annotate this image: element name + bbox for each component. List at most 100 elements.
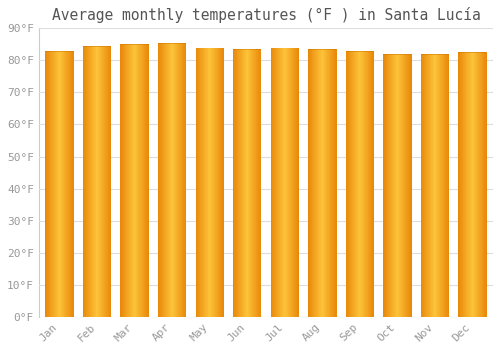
Bar	[478, 52, 480, 317]
Bar	[428, 54, 430, 317]
Bar	[62, 51, 63, 317]
Bar	[241, 49, 242, 317]
Bar	[49, 51, 50, 317]
Bar	[388, 54, 389, 317]
Bar	[246, 49, 248, 317]
Bar	[120, 44, 148, 45]
Bar	[56, 51, 57, 317]
Bar	[401, 54, 402, 317]
Bar	[308, 49, 336, 50]
Bar	[176, 43, 177, 317]
Bar	[435, 54, 436, 317]
Bar	[272, 48, 273, 317]
Bar	[371, 51, 372, 317]
Bar	[292, 48, 294, 317]
Bar	[335, 49, 336, 317]
Bar	[383, 54, 384, 317]
Bar	[158, 43, 160, 317]
Bar	[323, 49, 324, 317]
Bar	[101, 46, 102, 317]
Bar	[330, 49, 331, 317]
Bar	[201, 48, 202, 317]
Bar	[142, 44, 143, 317]
Bar	[50, 51, 51, 317]
Bar	[199, 48, 200, 317]
Bar	[141, 44, 142, 317]
Bar	[214, 48, 216, 317]
Bar	[256, 49, 257, 317]
Bar	[373, 51, 374, 317]
Bar	[250, 49, 251, 317]
Bar	[384, 54, 386, 317]
Bar	[248, 49, 250, 317]
Bar	[364, 51, 366, 317]
Bar	[320, 49, 321, 317]
Bar	[360, 51, 362, 317]
Bar	[474, 52, 476, 317]
Bar	[140, 44, 141, 317]
Bar	[426, 54, 428, 317]
Bar	[242, 49, 243, 317]
Bar	[361, 51, 362, 317]
Bar	[220, 48, 221, 317]
Bar	[284, 48, 285, 317]
Bar	[462, 52, 464, 317]
Bar	[470, 52, 471, 317]
Bar	[404, 54, 406, 317]
Bar	[286, 48, 287, 317]
Bar	[61, 51, 62, 317]
Bar	[233, 49, 234, 317]
Bar	[46, 51, 74, 52]
Bar	[83, 46, 84, 317]
Bar	[95, 46, 96, 317]
Bar	[276, 48, 277, 317]
Bar	[131, 44, 132, 317]
Bar	[272, 48, 274, 317]
Bar	[126, 44, 127, 317]
Bar	[403, 54, 404, 317]
Bar	[476, 52, 478, 317]
Bar	[384, 54, 385, 317]
Bar	[98, 46, 100, 317]
Bar	[348, 51, 350, 317]
Bar	[147, 44, 148, 317]
Bar	[138, 44, 139, 317]
Bar	[235, 49, 236, 317]
Bar	[67, 51, 68, 317]
Bar	[66, 51, 68, 317]
Bar	[313, 49, 314, 317]
Bar	[102, 46, 104, 317]
Bar	[310, 49, 311, 317]
Bar	[324, 49, 325, 317]
Bar	[204, 48, 205, 317]
Bar	[364, 51, 365, 317]
Bar	[146, 44, 148, 317]
Bar	[315, 49, 316, 317]
Bar	[282, 48, 283, 317]
Bar	[356, 51, 357, 317]
Bar	[402, 54, 403, 317]
Bar	[130, 44, 131, 317]
Bar	[461, 52, 462, 317]
Bar	[330, 49, 332, 317]
Bar	[281, 48, 282, 317]
Bar	[410, 54, 412, 317]
Bar	[164, 43, 165, 317]
Bar	[368, 51, 369, 317]
Bar	[207, 48, 208, 317]
Bar	[259, 49, 260, 317]
Bar	[223, 48, 224, 317]
Bar	[347, 51, 348, 317]
Bar	[208, 48, 209, 317]
Bar	[260, 49, 262, 317]
Bar	[243, 49, 244, 317]
Bar	[391, 54, 392, 317]
Bar	[254, 49, 255, 317]
Bar	[58, 51, 59, 317]
Bar	[70, 51, 71, 317]
Bar	[163, 43, 164, 317]
Bar	[206, 48, 207, 317]
Bar	[441, 54, 442, 317]
Bar	[483, 52, 484, 317]
Bar	[124, 44, 125, 317]
